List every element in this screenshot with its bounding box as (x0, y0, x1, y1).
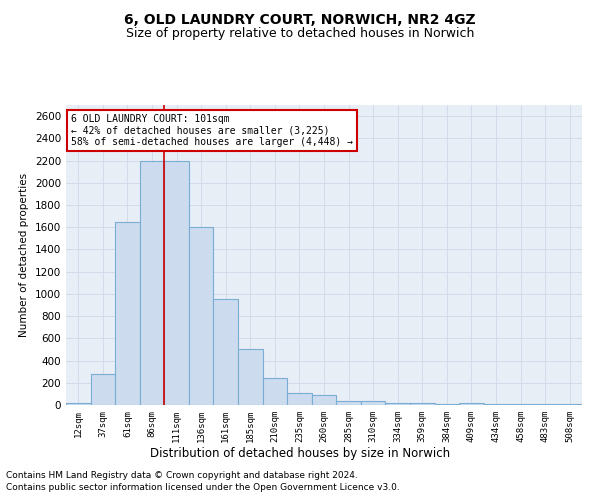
Bar (533, 404, 557, 405)
Text: Distribution of detached houses by size in Norwich: Distribution of detached houses by size … (150, 448, 450, 460)
Bar (140, 160, 164, 405)
Bar (287, 393, 312, 405)
Y-axis label: Number of detached properties: Number of detached properties (19, 173, 29, 337)
Text: 6 OLD LAUNDRY COURT: 101sqm
← 42% of detached houses are smaller (3,225)
58% of : 6 OLD LAUNDRY COURT: 101sqm ← 42% of det… (71, 114, 353, 147)
Bar (410, 404, 434, 405)
Text: Size of property relative to detached houses in Norwich: Size of property relative to detached ho… (126, 28, 474, 40)
Bar (557, 404, 582, 405)
Bar (238, 350, 263, 405)
Text: Contains HM Land Registry data © Crown copyright and database right 2024.: Contains HM Land Registry data © Crown c… (6, 471, 358, 480)
Bar (336, 401, 361, 405)
Bar (385, 403, 410, 405)
Bar (263, 378, 287, 405)
Text: 6, OLD LAUNDRY COURT, NORWICH, NR2 4GZ: 6, OLD LAUNDRY COURT, NORWICH, NR2 4GZ (124, 12, 476, 26)
Bar (459, 404, 484, 405)
Bar (91, 374, 115, 405)
Bar (484, 404, 508, 405)
Bar (312, 395, 336, 405)
Bar (214, 300, 238, 405)
Bar (361, 401, 385, 405)
Bar (508, 404, 533, 405)
Bar (115, 222, 140, 405)
Bar (66, 403, 91, 405)
Text: Contains public sector information licensed under the Open Government Licence v3: Contains public sector information licen… (6, 484, 400, 492)
Bar (164, 160, 189, 405)
Bar (189, 227, 214, 405)
Bar (434, 404, 459, 405)
